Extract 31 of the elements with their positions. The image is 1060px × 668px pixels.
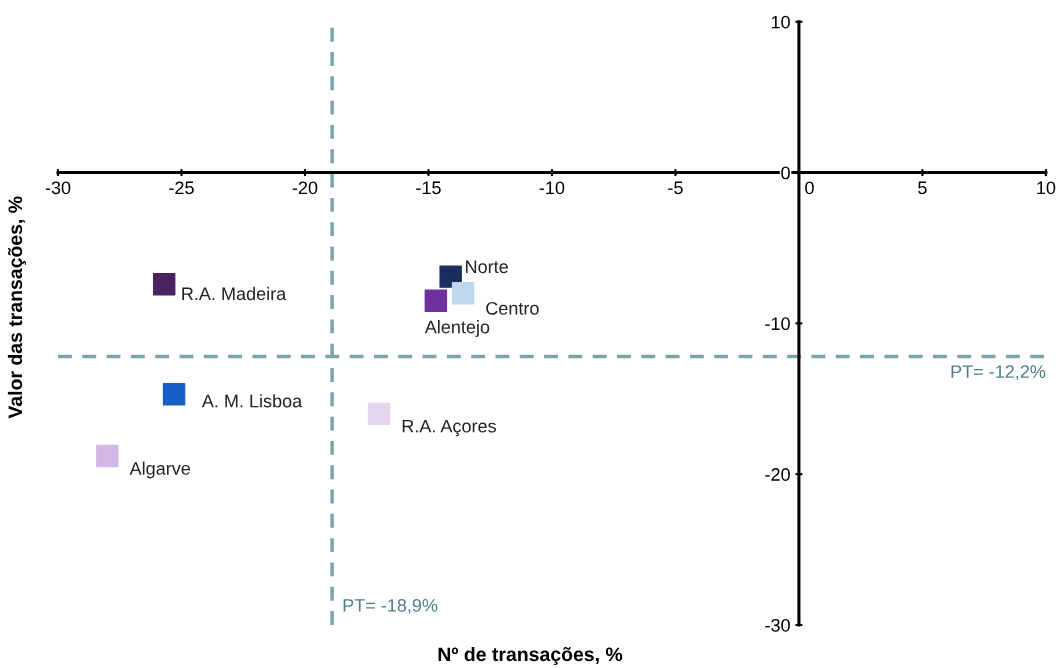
x-tick-label: -20 — [292, 181, 318, 195]
x-tick-label: -10 — [539, 181, 565, 195]
x-tick-label: 10 — [1037, 181, 1056, 195]
ref-line-label: PT= -12,2% — [951, 365, 1046, 381]
y-tick-label: -20 — [765, 468, 790, 481]
y-tick-label: 0 — [781, 166, 790, 180]
series-label: Algarve — [129, 461, 191, 479]
series-label: Alentejo — [424, 320, 490, 337]
x-tick-label: -5 — [668, 181, 683, 195]
x-axis-title: Nº de transações, % — [438, 646, 623, 666]
y-tick-label: -30 — [765, 618, 790, 632]
x-tick-label: -30 — [45, 181, 71, 195]
x-tick-label: -15 — [416, 181, 441, 195]
series-label: Centro — [486, 301, 539, 315]
y-axis-title: Valor das transações, % — [7, 196, 27, 419]
x-tick-label: -25 — [169, 181, 194, 195]
y-tick-label: 10 — [771, 15, 790, 29]
point — [424, 289, 448, 312]
point — [451, 281, 475, 305]
y-tick-label: -10 — [765, 317, 790, 331]
ref-line-label: PT= -18,9% — [343, 598, 438, 614]
point — [96, 444, 119, 468]
series-label: R.A. Açores — [402, 419, 496, 437]
x-tick-label: 5 — [918, 181, 927, 195]
point — [367, 402, 391, 426]
series-label: A. M. Lisboa — [201, 394, 303, 408]
series-label: Norte — [466, 260, 508, 274]
point — [162, 383, 186, 406]
point — [152, 272, 176, 296]
series-label: R.A. Madeira — [182, 286, 287, 301]
x-tick-label: 0 — [805, 181, 814, 195]
